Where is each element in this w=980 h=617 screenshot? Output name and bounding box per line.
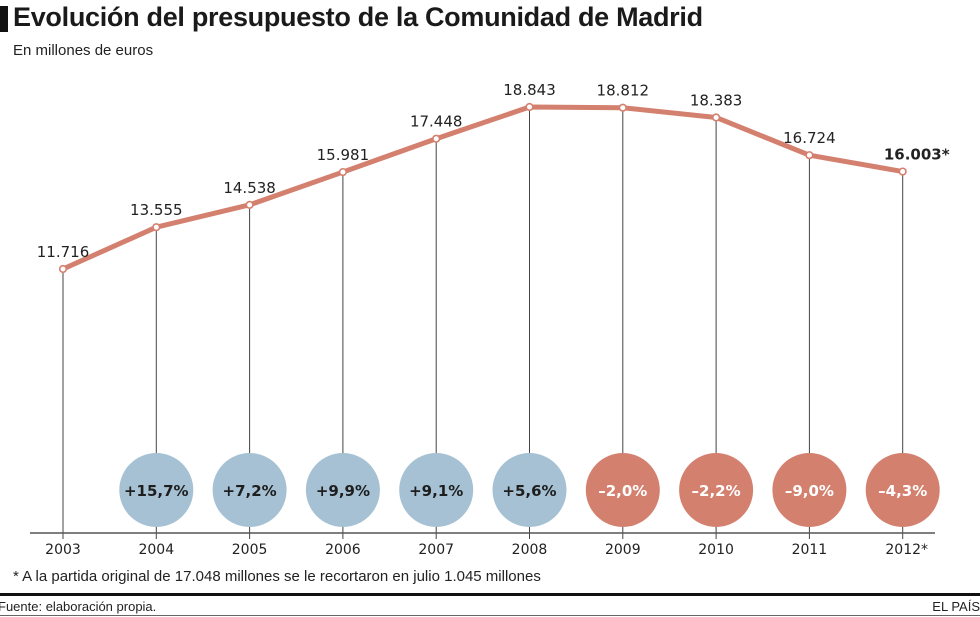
pct-change-circle — [585, 453, 660, 527]
value-label: 18.383 — [690, 91, 743, 109]
x-tick-label: 2005 — [232, 542, 268, 558]
data-point — [711, 113, 721, 122]
pct-change-label: –2,2% — [692, 482, 741, 500]
x-tick-label: 2007 — [418, 542, 454, 558]
pct-change-label: +9,9% — [316, 482, 370, 500]
chart-title: Evolución del presupuesto de la Comunida… — [13, 2, 703, 32]
value-label: 17.448 — [410, 113, 463, 131]
data-point — [898, 167, 907, 176]
pct-change-circle — [305, 453, 380, 527]
x-tick-label: 2011 — [792, 542, 828, 558]
pct-change-circle — [679, 453, 754, 527]
x-tick-label: 2003 — [45, 542, 81, 558]
pct-change-label: +7,2% — [223, 482, 277, 500]
data-point — [152, 223, 161, 232]
pct-change-label: –9,0% — [785, 482, 834, 500]
value-label: 16.003* — [884, 146, 950, 164]
value-label: 18.843 — [503, 81, 556, 99]
data-point — [338, 167, 348, 177]
value-label: 13.555 — [130, 201, 183, 219]
value-label: 11.716 — [37, 243, 90, 261]
pct-change-label: +5,6% — [502, 482, 556, 500]
value-label: 16.724 — [783, 129, 836, 147]
data-point — [525, 102, 534, 112]
pct-change-circle — [212, 453, 287, 527]
footnote: * A la partida original de 17.048 millon… — [13, 568, 541, 585]
pct-change-circle — [865, 453, 940, 527]
pct-change-circle — [492, 453, 567, 527]
x-tick-label: 2006 — [325, 542, 361, 558]
x-tick-label: 2012* — [885, 542, 928, 558]
pct-change-label: –4,3% — [878, 482, 927, 500]
pct-change-label: +9,1% — [409, 482, 463, 500]
data-point — [58, 264, 68, 274]
value-label: 15.981 — [317, 146, 370, 164]
pct-change-circle — [399, 453, 474, 527]
series-line — [60, 104, 906, 272]
chart-subtitle: En millones de euros — [13, 42, 154, 59]
footer-divider — [0, 593, 980, 596]
title-accent-bar — [0, 6, 8, 32]
x-tick-label: 2004 — [138, 542, 174, 558]
pct-change-circle — [119, 453, 194, 527]
footer-bottom-rule — [0, 615, 980, 616]
x-tick-label: 2010 — [698, 542, 734, 558]
data-point — [245, 200, 254, 209]
data-point — [432, 134, 441, 143]
value-label: 14.538 — [223, 179, 276, 197]
brand-logo: EL PAÍS — [932, 599, 980, 614]
pct-change-label: +15,7% — [124, 482, 189, 500]
pct-change-circle — [772, 453, 847, 527]
data-point — [805, 151, 814, 160]
x-tick-label: 2008 — [512, 542, 548, 558]
source-note: Fuente: elaboración propia. — [0, 599, 157, 614]
data-point — [618, 103, 627, 112]
pct-change-label: –2,0% — [598, 482, 647, 500]
value-label: 18.812 — [597, 82, 650, 100]
x-tick-label: 2009 — [605, 542, 641, 558]
